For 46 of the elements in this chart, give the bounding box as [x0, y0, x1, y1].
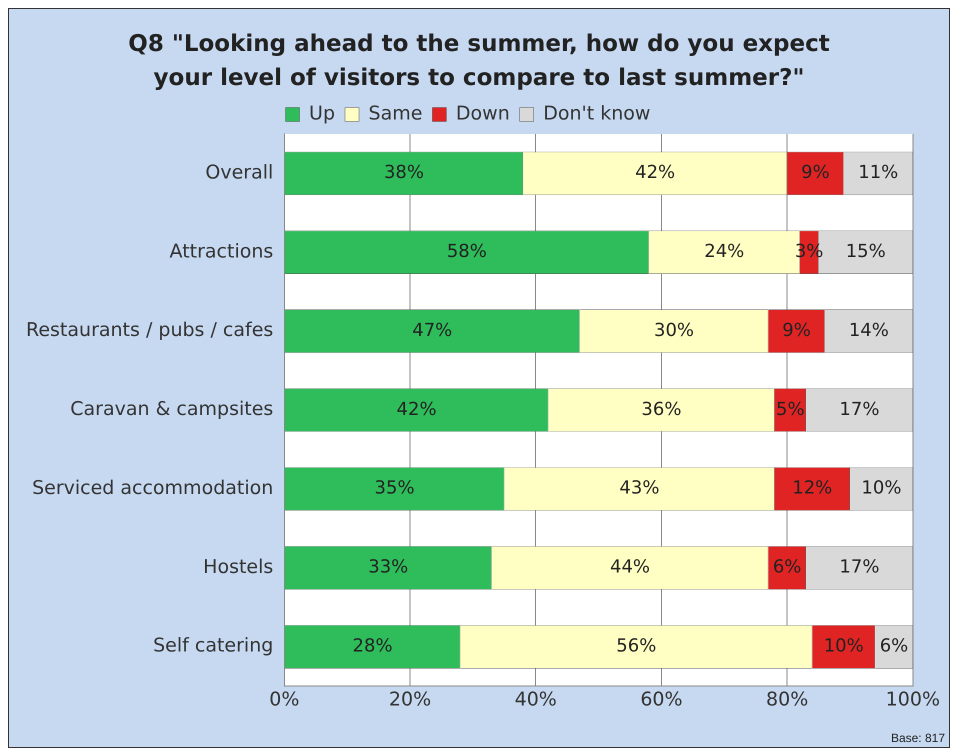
data-label: 5% — [776, 398, 805, 420]
legend-label: Same — [368, 102, 422, 124]
data-label: 28% — [352, 635, 393, 656]
x-tick-label: 0% — [269, 688, 300, 711]
y-tick-label: Serviced accommodation — [32, 476, 274, 499]
data-label: 56% — [616, 635, 656, 656]
data-label: 24% — [704, 241, 744, 262]
data-label: 17% — [839, 398, 880, 420]
data-label: 43% — [619, 478, 660, 499]
x-tick-label: 100% — [886, 688, 940, 711]
legend-label: Up — [309, 102, 336, 124]
data-label: 15% — [846, 241, 886, 262]
data-label: 17% — [839, 556, 880, 578]
data-label: 11% — [858, 162, 898, 184]
data-label: 10% — [824, 635, 864, 656]
data-label: 6% — [880, 635, 908, 656]
y-tick-label: Overall — [205, 161, 274, 184]
data-label: 6% — [772, 556, 802, 578]
data-label: 9% — [782, 320, 811, 341]
y-tick-label: Restaurants / pubs / cafes — [26, 319, 274, 342]
data-label: 35% — [374, 478, 415, 499]
data-label: 42% — [635, 162, 676, 184]
text: Base: 817 — [890, 731, 945, 745]
legend-label: Don't know — [543, 102, 650, 124]
data-label: 10% — [861, 478, 902, 499]
y-tick-label: Hostels — [203, 556, 274, 578]
data-label: 44% — [610, 556, 650, 578]
y-tick-label: Attractions — [170, 240, 274, 262]
data-label: 38% — [384, 162, 424, 184]
data-label: 12% — [792, 478, 832, 499]
data-label: 58% — [446, 241, 487, 262]
x-tick-label: 20% — [388, 688, 432, 711]
data-label: 30% — [654, 320, 694, 341]
chart-title: Q8 "Looking ahead to the summer, how do you expect your level of visitors to compare to last summer?" — [127, 30, 831, 93]
x-tick-label: 60% — [640, 688, 683, 711]
data-label: 36% — [641, 398, 682, 420]
legend-label: Down — [456, 102, 510, 124]
y-tick-label: Self catering — [153, 634, 274, 657]
y-tick-label: Caravan & campsites — [70, 398, 274, 420]
data-label: 9% — [801, 162, 830, 184]
data-label: 33% — [368, 556, 408, 578]
data-label: 47% — [412, 320, 452, 341]
data-label: 14% — [848, 320, 889, 341]
data-label: 42% — [396, 398, 437, 420]
x-tick-label: 40% — [514, 688, 557, 711]
x-tick-label: 80% — [766, 688, 808, 711]
